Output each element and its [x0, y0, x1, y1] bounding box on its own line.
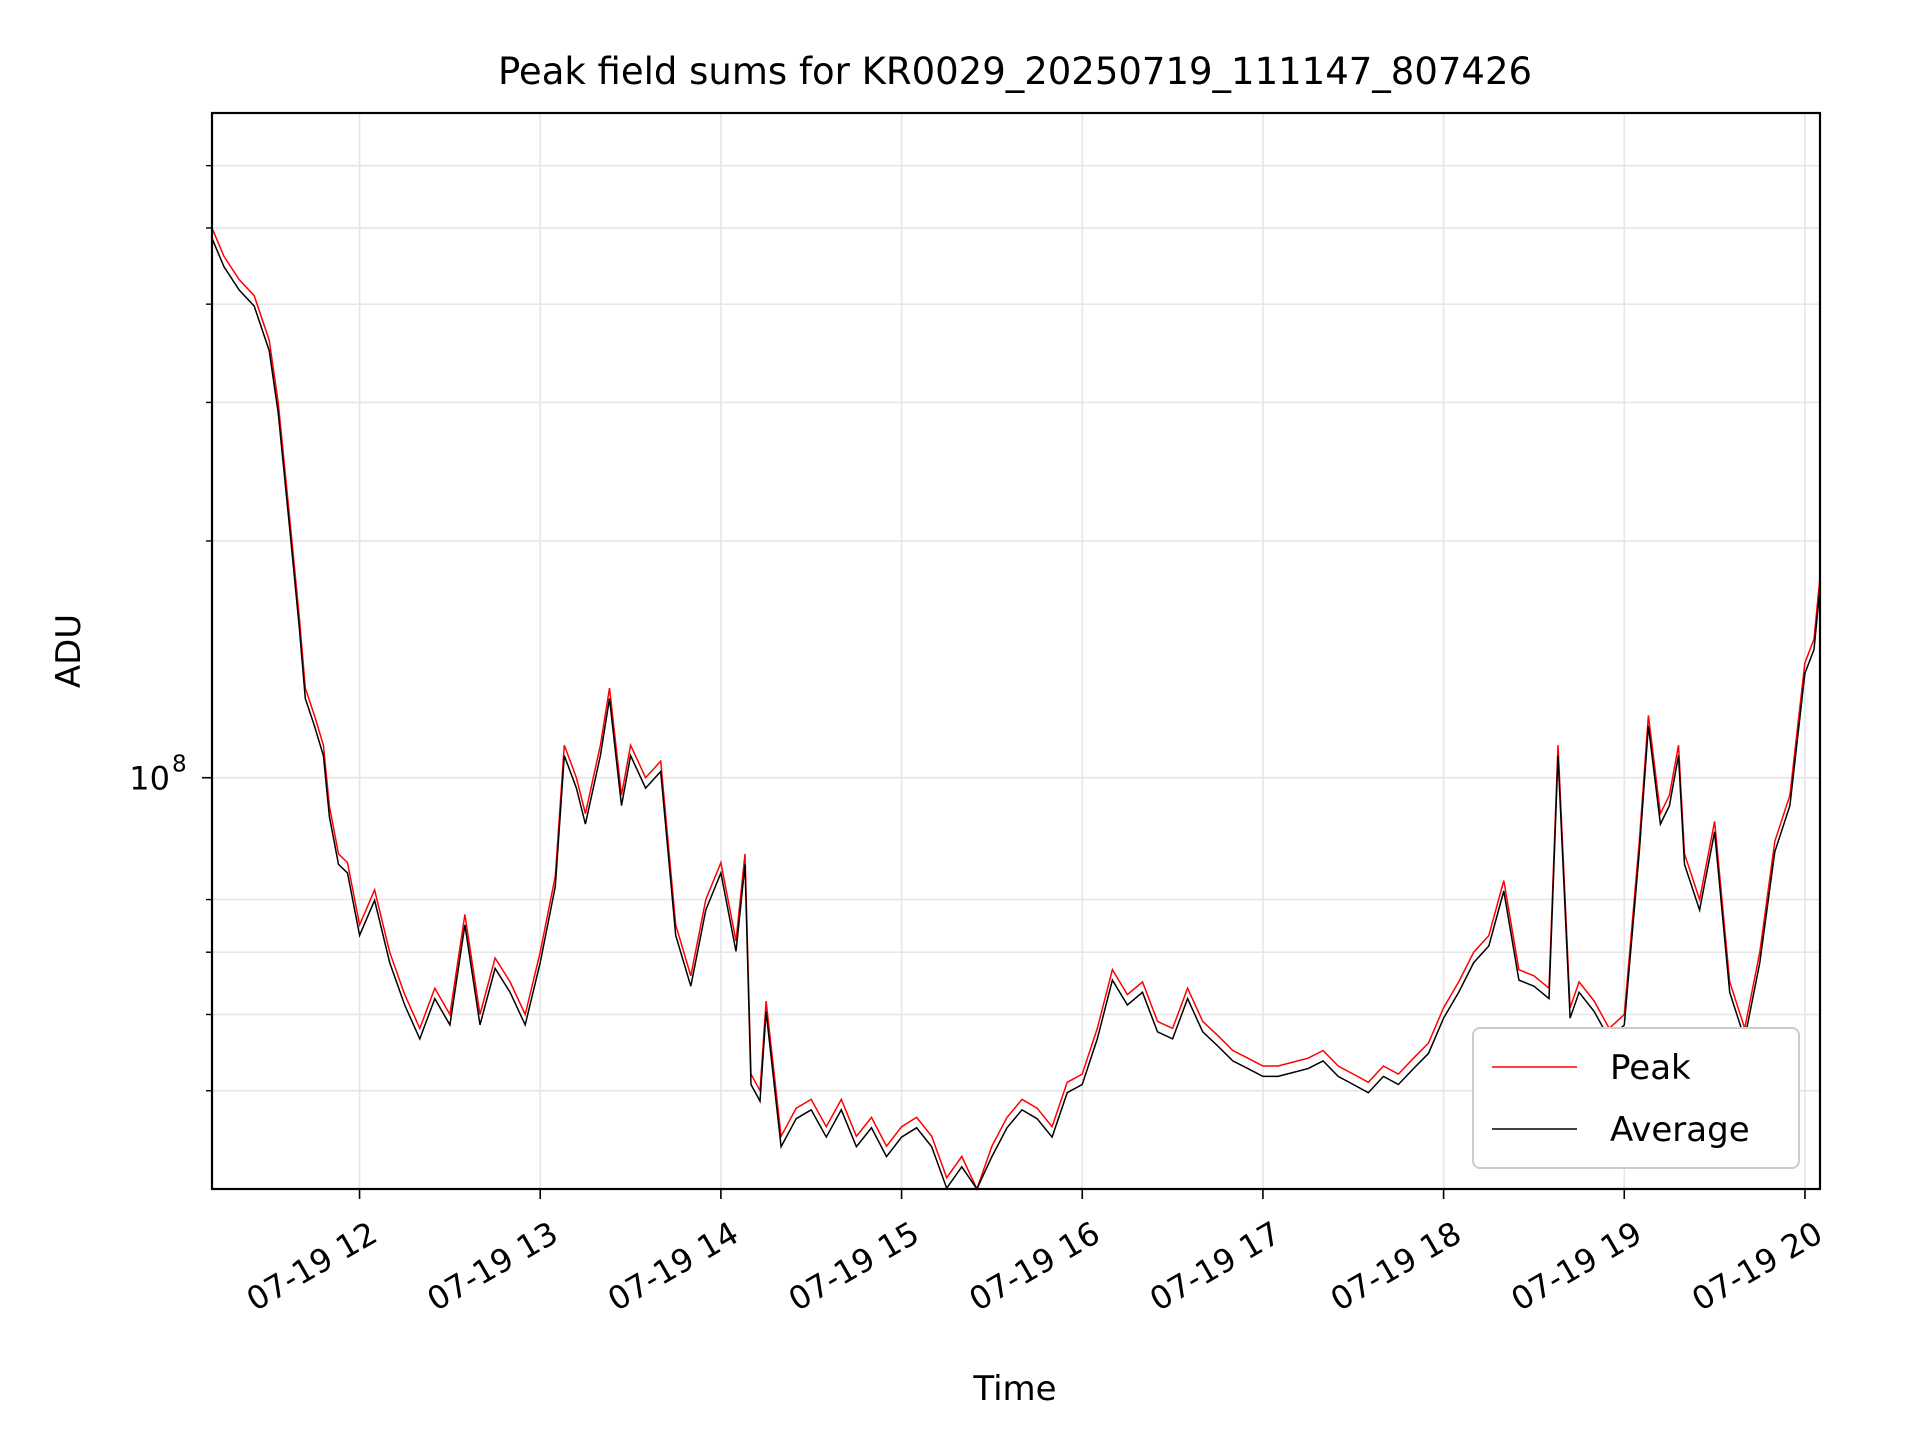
legend-box: [1472, 1027, 1800, 1169]
chart-title: Peak field sums for KR0029_20250719_1111…: [498, 50, 1532, 93]
legend-label-peak: Peak: [1610, 1048, 1691, 1088]
plot-frame: [210, 111, 1822, 1191]
legend-label-average: Average: [1610, 1110, 1750, 1150]
y-tick-label: 10: [129, 760, 170, 798]
series-line-peak: [211, 227, 1821, 1191]
x-axis-label: Time: [972, 1369, 1056, 1409]
legend: Peak Average: [1472, 1027, 1800, 1169]
plot-lines: [211, 227, 1821, 1191]
y-axis-label: ADU: [49, 614, 89, 688]
y-axis-ticks: 10 8: [129, 164, 212, 1092]
y-tick-label-exponent: 8: [172, 752, 187, 778]
series-line-average: [211, 238, 1821, 1191]
